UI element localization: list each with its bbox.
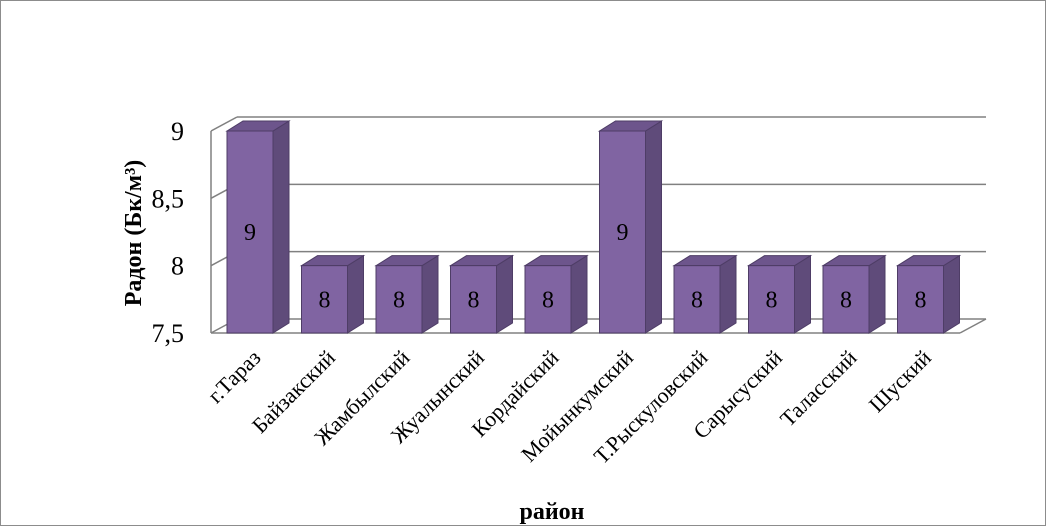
bar-front-face: [822, 265, 870, 334]
y-tick-label: 8: [171, 252, 184, 281]
bar-front-face: [375, 265, 423, 334]
bar-side-face: [794, 254, 811, 334]
bar-front-face: [301, 265, 348, 334]
bar-front-face: [226, 130, 274, 334]
data-label: 8: [691, 287, 703, 313]
bar-side-face: [570, 254, 588, 334]
bar-front-face: [897, 265, 944, 334]
bar-front-face: [599, 130, 646, 334]
x-axis-categories: г.ТаразБайзакскийЖамбылскийЖуалынскийКор…: [202, 345, 936, 469]
floor-right-edge: [959, 318, 987, 334]
bar-side-face: [943, 254, 960, 334]
bar-front-face: [450, 265, 497, 334]
bar: [672, 254, 738, 334]
bar: [821, 254, 887, 334]
data-label: 8: [542, 287, 554, 313]
bar-side-face: [347, 254, 364, 334]
bar: [374, 254, 440, 334]
bar-front-face: [524, 265, 572, 334]
data-label: 8: [393, 287, 405, 313]
bar: [597, 120, 664, 334]
y-tick-label: 7,5: [152, 319, 185, 348]
bar-side-face: [645, 120, 662, 334]
bar-side-face: [496, 254, 513, 334]
bar: [299, 254, 366, 334]
bar-side-face: [719, 254, 737, 334]
y-axis-ticks: 7,5 8 8,5 9: [152, 117, 185, 348]
data-label: 8: [319, 287, 331, 313]
x-tick-label: Шуский: [864, 345, 936, 417]
data-label: 8: [840, 287, 852, 313]
data-label: 8: [915, 287, 927, 313]
data-label: 8: [468, 287, 480, 313]
bar: [448, 254, 515, 334]
x-axis-title: район: [519, 499, 584, 525]
bar: [746, 254, 813, 334]
bar-side-face: [272, 120, 290, 334]
y-axis-title: Радон (Бк/м³): [121, 160, 147, 307]
x-tick-label: Таласский: [775, 345, 862, 432]
bar-side-face: [868, 254, 886, 334]
data-labels: 9 8 8 8 8 9 8 8 8 8: [244, 220, 927, 313]
bar-front-face: [673, 265, 721, 334]
bar: [895, 254, 962, 334]
bar-side-face: [421, 254, 439, 334]
data-label: 9: [617, 220, 629, 246]
bar: [225, 120, 291, 334]
bar-front-face: [748, 265, 795, 334]
data-label: 8: [766, 287, 778, 313]
bars: [225, 120, 962, 334]
bar: [523, 254, 589, 334]
y-tick-label: 8,5: [152, 184, 185, 213]
y-tick-label: 9: [171, 117, 184, 146]
gridline-diagonal: [210, 116, 238, 132]
x-tick-label: г.Тараз: [202, 345, 265, 408]
data-label: 9: [244, 220, 256, 246]
